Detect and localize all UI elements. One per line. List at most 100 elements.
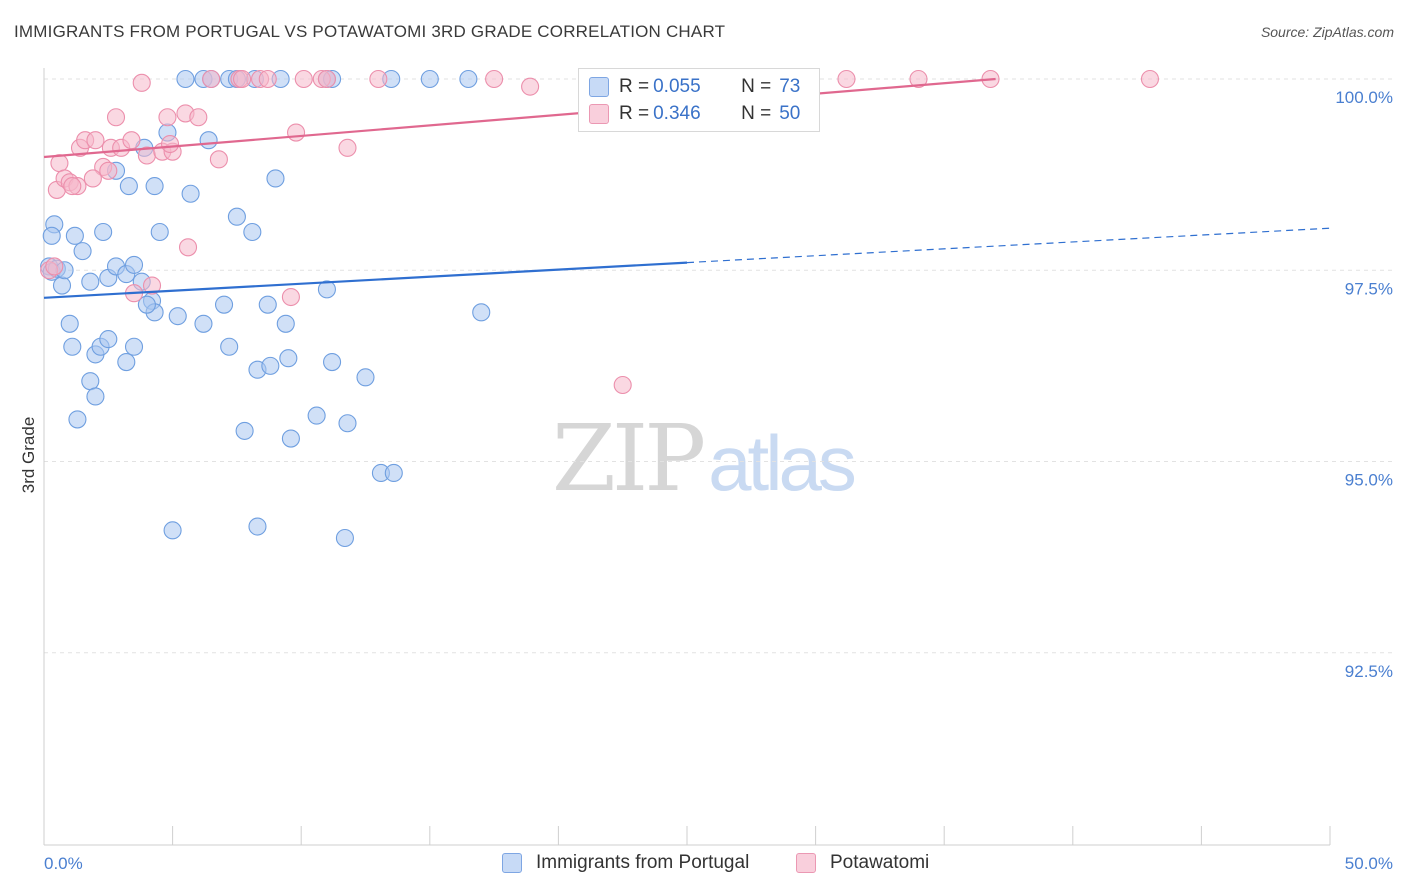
data-point — [521, 77, 540, 96]
series-potawatomi-points — [40, 69, 1160, 395]
data-point — [99, 161, 118, 180]
data-point — [338, 138, 357, 157]
data-point — [214, 295, 234, 314]
data-point — [176, 69, 195, 89]
data-point — [909, 69, 928, 89]
data-point — [124, 255, 144, 274]
data-point — [81, 272, 100, 291]
data-point — [189, 108, 208, 127]
data-point — [356, 368, 375, 387]
legend-row-potawatomi: R = 0.346 N = 50 — [589, 101, 800, 127]
data-point — [307, 406, 326, 425]
legend-label-portugal: Immigrants from Portugal — [536, 852, 750, 873]
legend-n-label: N = — [741, 76, 772, 97]
data-point — [261, 356, 280, 375]
data-point — [209, 150, 228, 169]
data-point — [119, 177, 138, 196]
data-point — [52, 276, 72, 295]
data-point — [60, 314, 79, 333]
data-point — [45, 257, 64, 276]
x-tick-label: 50.0% — [1345, 854, 1393, 873]
trend-line — [43, 77, 996, 159]
data-point — [1140, 69, 1160, 89]
legend-item-portugal[interactable]: Immigrants from Portugal — [502, 852, 749, 874]
data-point — [258, 69, 277, 89]
data-point — [73, 242, 92, 261]
data-point — [178, 238, 198, 257]
tick-labels: 92.5% 95.0% 97.5% 100.0% 0.0% 50.0% — [44, 88, 1393, 873]
data-point — [158, 108, 177, 127]
data-point — [86, 131, 105, 150]
y-tick-label: 100.0% — [1335, 88, 1393, 107]
data-point — [317, 280, 336, 299]
data-point — [63, 177, 82, 196]
y-tick-label: 95.0% — [1345, 471, 1393, 490]
legend-n-value: 50 — [779, 103, 801, 124]
data-point — [94, 222, 113, 242]
data-point — [276, 314, 295, 333]
data-point — [420, 69, 439, 89]
legend-item-potawatomi[interactable]: Potawatomi — [796, 852, 929, 874]
data-point — [227, 207, 246, 226]
trend-line-extension — [686, 227, 1331, 264]
legend-n-value: 73 — [779, 76, 801, 97]
data-point — [63, 337, 82, 356]
legend-r-label: R = — [619, 103, 650, 124]
data-point — [235, 421, 254, 440]
series-legend: Immigrants from Portugal Potawatomi — [0, 852, 1406, 878]
data-point — [202, 69, 221, 89]
data-point — [338, 414, 357, 433]
data-point — [294, 69, 313, 89]
y-axis-label: 3rd Grade — [19, 417, 38, 494]
legend-swatch-portugal — [589, 77, 609, 97]
legend-swatch-portugal — [502, 853, 522, 873]
data-point — [124, 337, 144, 356]
data-point — [42, 226, 61, 245]
legend-swatch-potawatomi — [589, 104, 609, 124]
data-point — [317, 69, 336, 89]
data-point — [65, 226, 84, 245]
source-credit: Source: ZipAtlas.com — [1260, 24, 1394, 40]
axes — [43, 68, 1331, 846]
data-point — [160, 134, 180, 154]
data-point — [68, 410, 87, 429]
legend-r-value: 0.055 — [653, 76, 701, 97]
trend-line — [43, 261, 688, 299]
data-point — [194, 314, 213, 333]
data-point — [279, 349, 298, 368]
chart-title: IMMIGRANTS FROM PORTUGAL VS POTAWATOMI 3… — [14, 22, 726, 41]
legend-swatch-potawatomi — [796, 853, 816, 873]
data-point — [243, 222, 262, 242]
data-point — [145, 177, 164, 196]
legend-n-label: N = — [741, 103, 772, 124]
data-point — [258, 295, 277, 314]
data-point — [459, 69, 478, 89]
data-point — [199, 131, 218, 150]
watermark-zip: ZIP — [552, 405, 706, 512]
watermark-atlas: atlas — [708, 419, 857, 507]
legend-r-value: 0.346 — [653, 103, 701, 124]
data-point — [232, 69, 252, 89]
data-point — [281, 287, 300, 307]
data-point — [122, 131, 141, 150]
data-point — [335, 528, 354, 548]
data-point — [83, 169, 102, 188]
data-point — [472, 303, 491, 322]
data-point — [281, 429, 300, 448]
legend-row-portugal: R = 0.055 N = 73 — [589, 74, 800, 100]
y-tick-label: 92.5% — [1345, 662, 1393, 681]
data-point — [181, 184, 200, 203]
data-point — [323, 352, 342, 372]
data-point — [137, 295, 156, 314]
data-point — [485, 69, 504, 89]
data-point — [117, 352, 136, 372]
data-point — [132, 73, 151, 92]
data-point — [266, 169, 285, 188]
data-point — [220, 337, 239, 356]
legend-label-potawatomi: Potawatomi — [830, 852, 930, 873]
data-point — [142, 276, 162, 295]
correlation-legend: R = 0.055 N = 73 R = 0.346 N = 50 — [578, 68, 820, 132]
data-point — [384, 463, 403, 483]
data-point — [163, 521, 182, 540]
